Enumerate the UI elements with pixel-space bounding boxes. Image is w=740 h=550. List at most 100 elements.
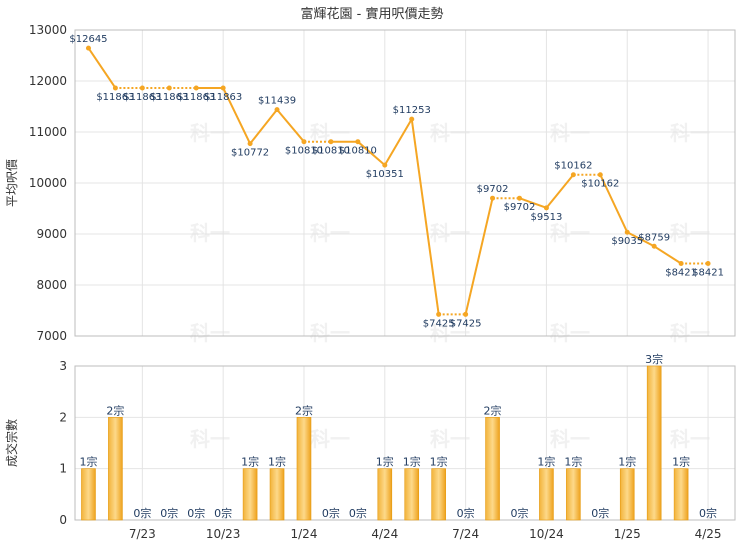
volume-bar [108, 417, 123, 521]
price-point [409, 116, 415, 122]
price-data-label: $10351 [366, 169, 404, 180]
volume-bar-label: 0宗 [322, 506, 340, 520]
volume-bar-label: 3宗 [645, 352, 663, 366]
price-point [705, 261, 711, 267]
volume-y-tick-label: 0 [59, 513, 67, 527]
price-line-segment [545, 174, 575, 209]
volume-bar-label: 1宗 [403, 455, 421, 469]
watermark-text: 科一 [550, 121, 590, 145]
price-data-label: $10772 [231, 148, 269, 159]
watermark-text: 科一 [430, 121, 470, 145]
volume-y-ticks: 0 1 2 3 [59, 359, 67, 527]
volume-bar-label: 0宗 [591, 506, 609, 520]
price-line-segment [653, 245, 682, 265]
x-tick-label: 1/24 [291, 527, 318, 541]
volume-bar [673, 468, 689, 521]
volume-bar [646, 365, 662, 521]
volume-bars [81, 365, 689, 521]
price-point [436, 311, 442, 317]
price-data-label: $9702 [504, 202, 536, 213]
price-data-label: $11439 [258, 96, 296, 107]
watermark-text: 科一 [190, 321, 230, 345]
volume-bar-label: 1宗 [241, 455, 259, 469]
volume-bar-label: 1宗 [376, 455, 394, 469]
watermark-text: 科一 [430, 221, 470, 245]
volume-bar [242, 468, 258, 521]
x-tick-label: 1/25 [614, 527, 641, 541]
price-point [139, 85, 145, 91]
volume-bar-label: 0宗 [699, 506, 717, 520]
watermark-text: 科一 [670, 321, 710, 345]
watermark-text: 科一 [550, 321, 590, 345]
price-point [328, 139, 334, 145]
price-point [597, 172, 603, 178]
volume-y-tick-label: 2 [59, 410, 67, 424]
price-data-label: $12645 [69, 34, 107, 45]
volume-y-axis-label: 成交宗數 [4, 419, 19, 467]
price-data-label: $11863 [177, 92, 215, 103]
volume-bar-label: 0宗 [349, 506, 367, 520]
volume-bar [566, 468, 581, 521]
watermark-text: 科一 [430, 321, 470, 345]
price-line-segment [519, 197, 547, 209]
price-data-label: $11253 [393, 105, 431, 116]
price-point [463, 311, 469, 317]
price-plot-frame [74, 29, 736, 337]
price-data-label: $8421 [692, 268, 724, 279]
price-line-segment [357, 140, 386, 166]
volume-bar [404, 468, 420, 521]
price-y-tick-label: 9000 [36, 227, 67, 241]
volume-bar-label: 2宗 [484, 403, 502, 417]
watermark-text: 科一 [670, 121, 710, 145]
price-point [274, 107, 280, 113]
volume-bar-label: 1宗 [537, 455, 555, 469]
volume-bar-label: 1宗 [564, 455, 582, 469]
volume-bar [485, 417, 500, 521]
price-data-label: $10162 [581, 179, 619, 190]
price-point [247, 141, 253, 147]
price-data-label: $10810 [285, 146, 323, 157]
price-y-tick-label: 11000 [29, 125, 67, 139]
price-y-axis-label: 平均呎價 [5, 159, 19, 207]
x-tick-label: 7/24 [452, 527, 479, 541]
price-point [355, 139, 361, 145]
price-data-label: $9035 [611, 236, 643, 247]
price-point [570, 172, 576, 178]
volume-bar-label: 1宗 [430, 455, 448, 469]
volume-bar-label: 0宗 [457, 506, 475, 520]
watermark-text: 科一 [550, 427, 590, 451]
volume-y-tick-label: 1 [59, 462, 67, 476]
price-line-segment [626, 231, 655, 248]
price-line-segment [249, 108, 278, 145]
volume-bar-label: 0宗 [214, 506, 232, 520]
volume-bar-label: 0宗 [160, 506, 178, 520]
price-y-tick-label: 7000 [36, 329, 67, 343]
price-data-label: $11863 [204, 92, 242, 103]
price-line-segment [87, 47, 117, 89]
price-data-label: $7425 [450, 318, 482, 329]
volume-bar-label: 0宗 [510, 506, 528, 520]
price-point [301, 139, 307, 145]
volume-bar-label: 1宗 [672, 455, 690, 469]
price-point [193, 85, 199, 91]
volume-bar-labels: 1宗 2宗 0宗 0宗 0宗 0宗 1宗 1宗 2宗 0宗 0宗 1宗 1宗 1宗 0宗 2宗 0宗 1宗 1宗 0宗… [79, 352, 717, 520]
price-data-label: $9702 [477, 184, 509, 195]
price-data-label: $11863 [150, 92, 188, 103]
watermark-text: 科一 [310, 321, 350, 345]
volume-bar [296, 417, 312, 521]
price-data-label: $9513 [531, 212, 563, 223]
price-point [85, 45, 91, 51]
x-tick-label: 10/24 [529, 527, 564, 541]
volume-bar-label: 2宗 [295, 403, 313, 417]
price-point [651, 243, 657, 249]
price-line-segment [276, 108, 305, 143]
watermark-text: 科一 [670, 427, 710, 451]
price-y-tick-label: 13000 [29, 23, 67, 37]
price-line-segment [464, 197, 494, 315]
volume-bar [269, 468, 285, 521]
x-tick-label: 4/24 [371, 527, 398, 541]
price-data-labels: $12645$11863$11863$11863$11863$11863$107… [69, 34, 724, 329]
price-point [624, 229, 630, 235]
price-y-ticks: 7000 8000 9000 10000 11000 12000 13000 [29, 23, 67, 343]
